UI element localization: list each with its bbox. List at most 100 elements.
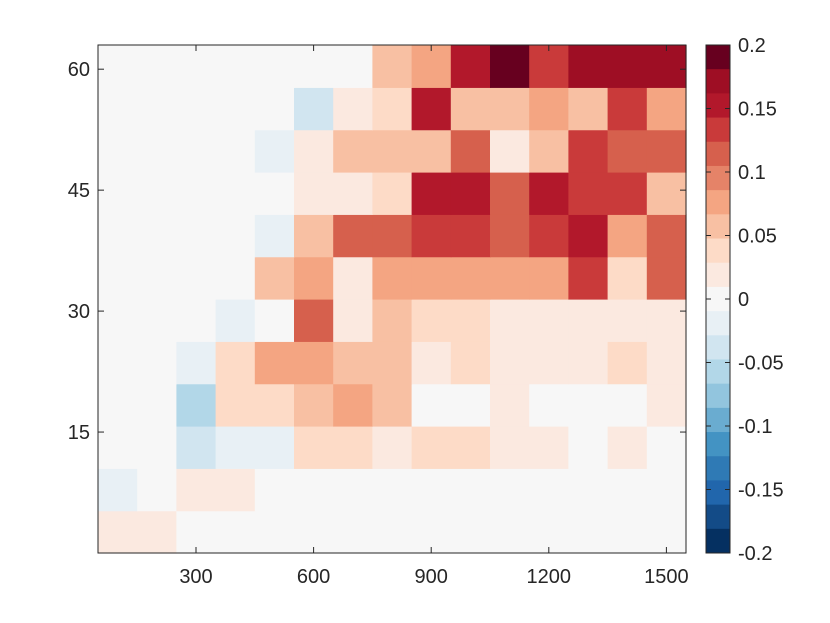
colorbar-segment	[706, 480, 730, 506]
colorbar-segment	[706, 456, 730, 481]
heatmap-cell	[98, 214, 138, 258]
heatmap-cell	[607, 468, 648, 512]
heatmap-cell	[176, 87, 217, 131]
heatmap-cell	[411, 426, 452, 469]
colorbar-segment	[706, 432, 730, 457]
heatmap-cell	[607, 426, 648, 469]
heatmap-cell	[333, 87, 373, 131]
heatmap-cell	[137, 87, 177, 131]
heatmap-cell	[529, 214, 569, 258]
colorbar: 0.2 0.15 0.1 0.05 0 -0.05 -0.1 -0.15 -0.2	[705, 35, 784, 565]
heatmap-cell	[294, 299, 334, 342]
colorbar-segment	[706, 383, 730, 409]
heatmap-cell	[215, 45, 256, 88]
colorbar-segment	[706, 504, 730, 530]
heatmap-cell	[254, 45, 295, 88]
heatmap-cell	[254, 341, 295, 385]
heatmap-cell	[450, 172, 491, 215]
heatmap-cell	[411, 341, 452, 385]
heatmap-cell	[411, 468, 452, 512]
heatmap-cell	[333, 129, 373, 173]
heatmap-cell	[568, 299, 609, 342]
heatmap-cell	[568, 87, 609, 131]
heatmap-cell	[176, 426, 217, 469]
heatmap-cell	[176, 214, 217, 258]
heatmap-cell	[333, 383, 373, 427]
heatmap-cell	[607, 214, 648, 258]
heatmap-cell	[529, 510, 569, 554]
heatmap-cell	[98, 341, 138, 385]
heatmap-cell	[215, 510, 256, 554]
heatmap-cell	[646, 426, 687, 469]
heatmap-cell	[254, 172, 295, 215]
x-tick-label: 1200	[527, 566, 572, 588]
heatmap-cell	[529, 383, 569, 427]
x-tick-label: 300	[179, 566, 212, 588]
heatmap-cell	[411, 256, 452, 300]
heatmap-cell	[98, 45, 138, 88]
colorbar-segment	[706, 93, 730, 119]
heatmap-cell	[411, 45, 452, 88]
heatmap-cell	[646, 341, 687, 385]
heatmap-cell	[646, 172, 687, 215]
heatmap-cell	[294, 256, 334, 300]
heatmap-cell	[450, 510, 491, 554]
heatmap-cell	[98, 468, 138, 512]
heatmap-cell	[254, 214, 295, 258]
colorbar-tick-label: 0.2	[738, 35, 766, 57]
heatmap-cell	[490, 510, 530, 554]
colorbar-segment	[706, 359, 730, 385]
heatmap-cell	[137, 172, 177, 215]
heatmap-cell	[568, 214, 609, 258]
heatmap-cell	[490, 468, 530, 512]
heatmap-cell	[529, 426, 569, 469]
heatmap-cell	[372, 468, 413, 512]
heatmap-cell	[176, 510, 217, 554]
heatmap-cell	[529, 87, 569, 131]
heatmap-cell	[372, 383, 413, 427]
colorbar-segment	[706, 141, 730, 167]
colorbar-segment	[706, 117, 730, 143]
heatmap-cell	[411, 87, 452, 131]
heatmap-cell	[215, 172, 256, 215]
heatmap-cell	[568, 172, 609, 215]
heatmap-cell	[215, 129, 256, 173]
heatmap-cell	[137, 468, 177, 512]
heatmap-cell	[372, 299, 413, 342]
heatmap-cell	[176, 299, 217, 342]
heatmap-cell	[490, 172, 530, 215]
heatmap-cell	[294, 129, 334, 173]
heatmap-cell	[333, 341, 373, 385]
heatmap-cell	[176, 129, 217, 173]
heatmap-cell	[372, 214, 413, 258]
heatmap-cell	[607, 510, 648, 554]
heatmap-cell	[215, 256, 256, 300]
heatmap-cell	[411, 510, 452, 554]
heatmap-cell	[450, 341, 491, 385]
heatmap-cell	[294, 172, 334, 215]
heatmap-cell	[607, 129, 648, 173]
y-tick-label: 30	[68, 301, 90, 323]
heatmap-cell	[137, 214, 177, 258]
axes: 300 600 900 1200 1500 15 30 45 60	[68, 45, 689, 588]
heatmap-cell	[372, 510, 413, 554]
heatmap-cell	[529, 172, 569, 215]
x-tick-label: 600	[297, 566, 330, 588]
heatmap-cell	[333, 172, 373, 215]
colorbar-segment	[706, 262, 730, 288]
heatmap-cell	[490, 129, 530, 173]
heatmap-cell	[607, 45, 648, 88]
heatmap-cell	[607, 172, 648, 215]
heatmap-cell	[568, 426, 609, 469]
heatmap-cell	[450, 45, 491, 88]
heatmap-cell	[450, 256, 491, 300]
colorbar-segment	[706, 190, 730, 215]
heatmap-cell	[568, 341, 609, 385]
heatmap-cell	[646, 383, 687, 427]
heatmap-cell	[529, 341, 569, 385]
colorbar-segment	[706, 238, 730, 264]
heatmap-cell	[98, 426, 138, 469]
heatmap-cell	[411, 214, 452, 258]
heatmap-cell	[98, 172, 138, 215]
heatmap-cell	[98, 510, 138, 554]
